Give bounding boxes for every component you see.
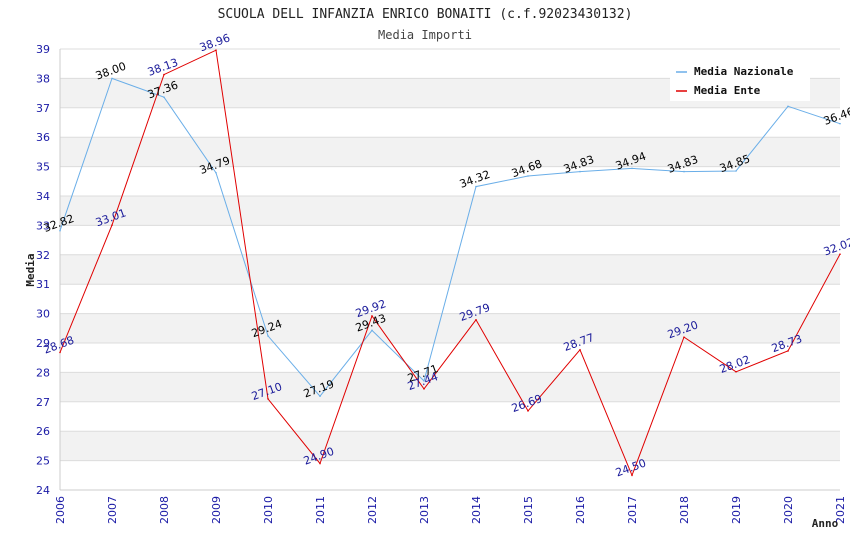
y-tick-label: 30 (36, 308, 50, 321)
y-axis-label: Media (24, 253, 37, 286)
x-tick-label: 2006 (54, 496, 67, 524)
legend-box (670, 59, 810, 101)
data-point (319, 395, 321, 398)
data-label: 34.32 (458, 168, 492, 191)
x-tick-label: 2021 (834, 496, 847, 524)
data-point (59, 229, 61, 232)
chart-title: SCUOLA DELL INFANZIA ENRICO BONAITI (c.f… (218, 7, 633, 22)
data-point (111, 224, 113, 226)
data-point (423, 380, 425, 382)
legend: Media Nazionale Media Ente (670, 59, 810, 101)
data-point (839, 253, 841, 256)
data-point (163, 73, 165, 76)
series-line-media-nazionale (59, 77, 841, 397)
x-tick-label: 2014 (470, 496, 483, 524)
legend-label-media-ente: Media Ente (694, 84, 761, 97)
x-tick-label: 2020 (782, 496, 795, 524)
y-tick-label: 32 (36, 249, 50, 262)
y-tick-label: 24 (36, 484, 50, 497)
data-point (423, 388, 425, 390)
x-tick-label: 2012 (366, 496, 379, 524)
y-tick-label: 28 (36, 366, 50, 379)
y-tick-label: 35 (36, 161, 50, 174)
y-tick-label: 31 (36, 278, 50, 291)
y-tick-label: 34 (36, 190, 50, 203)
data-point (787, 105, 789, 108)
data-point (527, 410, 529, 412)
y-tick-label: 25 (36, 455, 50, 468)
chart-subtitle: Media Importi (378, 28, 472, 42)
data-point (683, 170, 685, 173)
data-point (579, 170, 581, 173)
y-tick-label: 38 (36, 72, 50, 85)
x-tick-label: 2010 (262, 496, 275, 524)
data-point (371, 329, 373, 332)
grid-band (60, 137, 840, 167)
y-tick-label: 26 (36, 425, 50, 438)
x-tick-label: 2016 (574, 496, 587, 524)
grid-band (60, 313, 840, 343)
data-point (631, 474, 633, 477)
data-label: 36.46 (822, 105, 850, 128)
x-tick-label: 2011 (314, 496, 327, 524)
data-point (319, 462, 321, 465)
data-point (839, 122, 841, 125)
data-label: 38.13 (146, 56, 180, 79)
y-tick-label: 33 (36, 219, 50, 232)
data-point (267, 335, 269, 337)
grid-band (60, 196, 840, 226)
y-tick-label: 29 (36, 337, 50, 350)
x-tick-label: 2018 (678, 496, 691, 524)
y-tick-label: 37 (36, 102, 50, 115)
data-point (735, 371, 737, 373)
data-point (579, 348, 581, 351)
axes (59, 49, 840, 491)
data-point (371, 315, 373, 317)
x-tick-label: 2007 (106, 496, 119, 524)
grid-band (60, 372, 840, 402)
x-tick-label: 2019 (730, 496, 743, 524)
grid-bands (60, 78, 840, 461)
grid-band (60, 431, 840, 461)
x-axis-ticks: 2006 2007 2008 2009 2010 2011 2012 2013 2014 2015… (54, 496, 847, 524)
series-line-media-ente (59, 49, 841, 477)
series-group (59, 49, 841, 477)
legend-label-media-nazionale: Media Nazionale (694, 65, 794, 78)
data-point (163, 96, 165, 99)
x-tick-label: 2017 (626, 496, 639, 524)
data-point (631, 167, 633, 170)
data-point (215, 49, 217, 51)
y-axis-ticks: 24 25 26 27 28 29 30 31 32 33 34 35 36 37 38 39 (36, 43, 50, 497)
data-point (683, 336, 685, 338)
data-point (475, 185, 477, 188)
y-tick-label: 39 (36, 43, 50, 56)
x-tick-label: 2013 (418, 496, 431, 524)
x-tick-label: 2008 (158, 496, 171, 524)
y-tick-label: 27 (36, 396, 50, 409)
data-label: 32.82 (42, 212, 76, 235)
data-point (59, 351, 61, 354)
x-tick-label: 2009 (210, 496, 223, 524)
data-point (787, 350, 789, 352)
data-point (215, 171, 217, 174)
data-point (475, 318, 477, 321)
data-point (267, 398, 269, 400)
data-point (527, 175, 529, 177)
y-tick-label: 36 (36, 131, 50, 144)
data-point (735, 170, 737, 172)
x-tick-label: 2015 (522, 496, 535, 524)
x-axis-label: Anno (812, 517, 839, 530)
grid-band (60, 254, 840, 285)
data-point (111, 77, 113, 80)
